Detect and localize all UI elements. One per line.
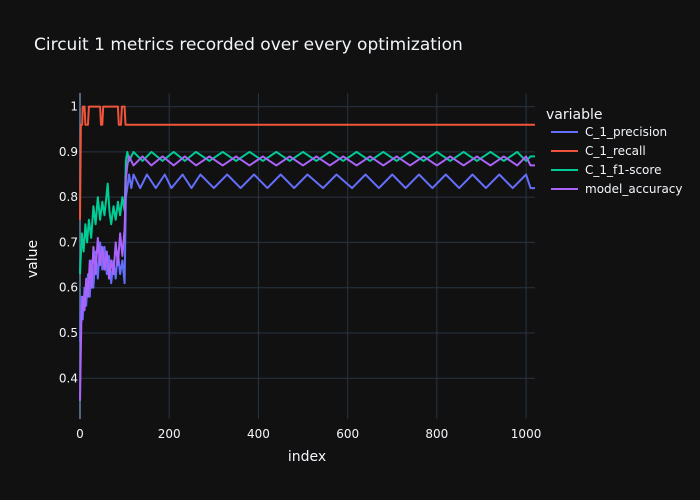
legend-item-c-1-precision[interactable]: C_1_precision [551,125,667,139]
y-axis-label: value [25,240,41,278]
x-tick-label: 1000 [511,427,542,441]
legend-item-c-1-f1-score[interactable]: C_1_f1-score [551,163,661,177]
legend[interactable]: variable C_1_precision C_1_recall C_1_f1-s… [546,107,683,196]
y-tick-label: 0.7 [59,235,78,249]
y-tick-label: 1 [70,100,78,114]
tick-labels: 0 200 400 600 800 1000 0.4 0.5 0.6 0.7 0.8 0.9 1 [59,100,541,441]
series-line-c-1-f1-score [79,150,535,275]
series-line-c-1-precision [79,173,535,343]
y-tick-label: 0.4 [59,371,78,385]
series-line-model-accuracy [79,155,535,401]
x-tick-label: 800 [425,427,448,441]
grid-lines [79,93,535,419]
y-tick-label: 0.9 [59,145,78,159]
legend-label: model_accuracy [585,182,683,196]
y-tick-label: 0.5 [59,326,78,340]
x-tick-label: 600 [336,427,359,441]
legend-label: C_1_f1-score [585,163,661,177]
legend-item-c-1-recall[interactable]: C_1_recall [551,144,646,158]
legend-label: C_1_precision [585,125,667,139]
x-tick-label: 400 [247,427,270,441]
series-lines [79,105,535,401]
series-line-c-1-recall [79,105,535,220]
y-tick-label: 0.6 [59,281,78,295]
legend-item-model-accuracy[interactable]: model_accuracy [551,182,683,196]
y-tick-label: 0.8 [59,190,78,204]
x-tick-label: 200 [158,427,181,441]
legend-label: C_1_recall [585,144,646,158]
x-axis-label: index [288,449,326,465]
x-tick-label: 0 [76,427,84,441]
chart-title: Circuit 1 metrics recorded over every op… [34,35,463,55]
legend-title: variable [546,107,602,123]
